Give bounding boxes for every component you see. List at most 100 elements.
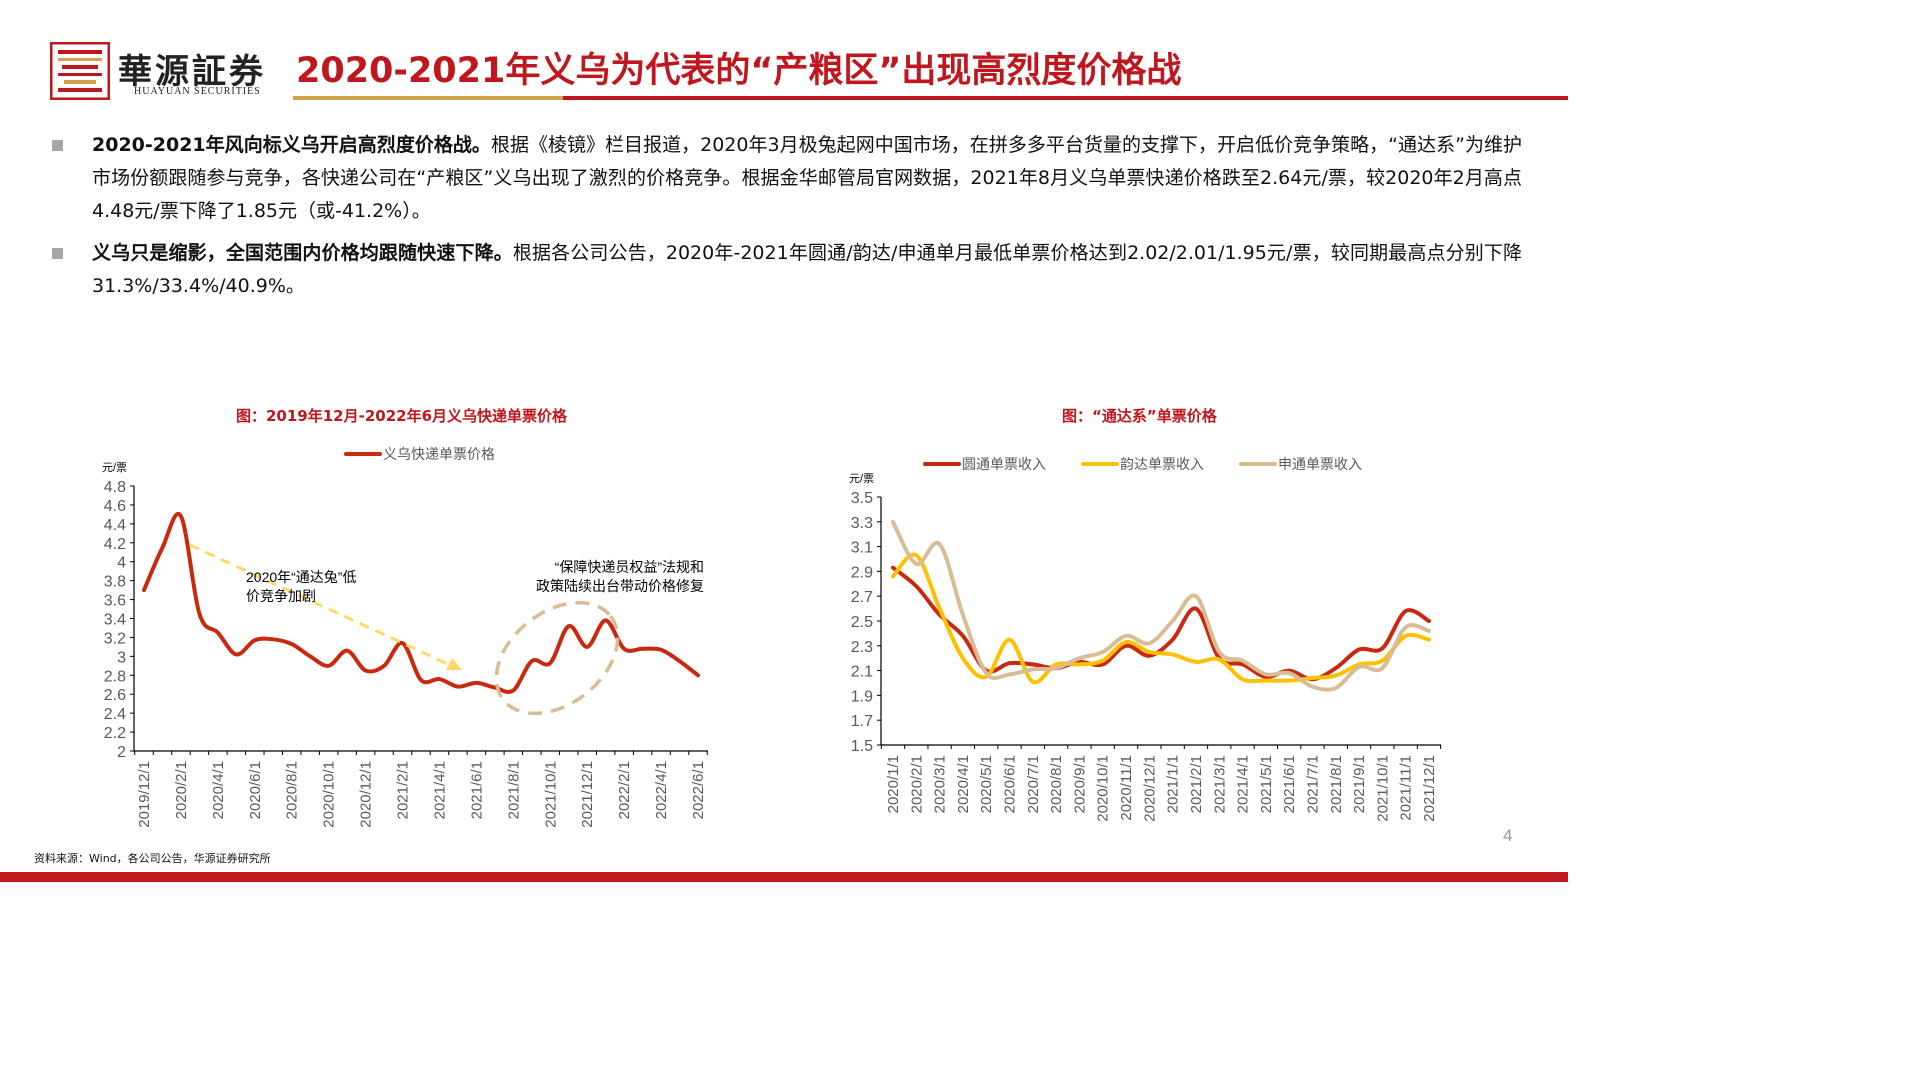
y-tick-label: 4.6 (104, 498, 126, 515)
series-line-0 (142, 511, 700, 695)
huayuan-logo-icon (50, 42, 110, 100)
y-tick-label: 2.5 (851, 614, 873, 631)
series-line-2 (891, 519, 1431, 692)
slide: 華源証券 HUAYUAN SECURITIES 2020-2021年义乌为代表的… (0, 42, 1568, 882)
bullet-square-icon (52, 140, 63, 151)
x-tick-label: 2020/4/1 (955, 755, 972, 813)
y-tick-label: 2.1 (851, 664, 873, 681)
x-tick-label: 2021/10/1 (1374, 755, 1391, 822)
y-tick-label: 2.9 (851, 564, 873, 581)
x-tick-label: 2021/8/1 (505, 761, 522, 819)
y-tick-label: 3.8 (104, 574, 126, 591)
chart-2-title: 图：“通达系”单票价格 (1062, 407, 1217, 425)
trend-arrow-head-icon (446, 658, 462, 670)
y-axis-unit: 元/票 (849, 472, 874, 485)
y-tick-label: 3.1 (851, 540, 873, 557)
x-tick-label: 2020/9/1 (1071, 755, 1088, 813)
series-line-1 (891, 552, 1431, 685)
x-tick-label: 2021/2/1 (1188, 755, 1205, 813)
x-tick-label: 2020/8/1 (1048, 755, 1065, 813)
y-tick-label: 2.4 (104, 706, 126, 723)
legend-label-1: 韵达单票收入 (1120, 456, 1204, 472)
legend-label-2: 申通单票收入 (1278, 456, 1362, 472)
y-tick-label: 1.9 (851, 688, 873, 705)
x-tick-label: 2020/10/1 (1095, 755, 1112, 822)
y-tick-label: 4.8 (104, 479, 126, 496)
x-tick-label: 2021/2/1 (395, 761, 412, 819)
y-axis-unit: 元/票 (102, 461, 127, 474)
trend-arrow-line (189, 543, 451, 667)
x-tick-label: 2020/11/1 (1118, 755, 1135, 821)
x-tick-label: 2021/5/1 (1258, 755, 1275, 813)
x-tick-label: 2020/8/1 (284, 761, 301, 819)
y-tick-label: 2.7 (851, 589, 873, 606)
x-tick-label: 2020/1/1 (885, 755, 902, 813)
y-tick-label: 4 (117, 555, 126, 572)
x-tick-label: 2022/2/1 (616, 761, 633, 819)
paragraph-1: 2020-2021年风向标义乌开启高烈度价格战。根据《棱镜》栏目报道，2020年… (92, 129, 1522, 228)
tongda-price-chart: 元/票 1.5 1.7 1.9 2.1 2.3 2.5 2.7 2.9 3.1 3.3 3.5 2020… (849, 456, 1442, 822)
x-tick-label: 2020/2/1 (173, 761, 190, 819)
yiwu-price-chart: 元/票 2 2.2 2.4 2.6 2.8 3 3.23.4 3.6 3.8 4 4.2 4.4 4.6 4… (102, 446, 708, 828)
y-tick-label: 3.6 (104, 593, 126, 610)
bullet-square-icon (52, 248, 63, 259)
logo-subtitle: HUAYUAN SECURITIES (134, 86, 261, 97)
paragraph-2-body: 根据各公司公告，2020年-2021年圆通/韵达/申通单月最低单票价格达到2.0… (92, 242, 1522, 297)
x-tick-label: 2021/8/1 (1328, 755, 1345, 813)
x-tick-label: 2020/5/1 (978, 755, 995, 813)
paragraph-2-lead: 义乌只是缩影，全国范围内价格均跟随快速下降。 (92, 242, 513, 264)
paragraph-1-body: 根据《棱镜》栏目报道，2020年3月极兔起网中国市场，在拼多多平台货量的支撑下，… (92, 134, 1522, 222)
x-tick-label: 2021/4/1 (1235, 755, 1252, 813)
x-tick-label: 2020/2/1 (908, 755, 925, 813)
title-underline-gold (293, 96, 563, 100)
bottom-bar (0, 872, 1568, 882)
x-tick-label: 2021/6/1 (468, 761, 485, 819)
chart-1-title: 图：2019年12月-2022年6月义乌快递单票价格 (236, 407, 568, 425)
y-tick-label: 2.8 (104, 668, 126, 685)
logo-text: 華源証券 (118, 52, 266, 92)
y-tick-label: 3.2 (104, 630, 126, 647)
y-tick-label: 2.6 (104, 687, 126, 704)
x-tick-label: 2021/6/1 (1281, 755, 1298, 813)
x-tick-label: 2021/11/1 (1398, 755, 1415, 821)
x-tick-label: 2021/7/1 (1304, 755, 1321, 813)
paragraph-2: 义乌只是缩影，全国范围内价格均跟随快速下降。根据各公司公告，2020年-2021… (92, 237, 1522, 303)
x-tick-label: 2021/10/1 (542, 761, 559, 828)
x-tick-label: 2020/4/1 (210, 761, 227, 819)
x-tick-label: 2022/6/1 (690, 761, 707, 819)
x-tick-label: 2020/3/1 (932, 755, 949, 813)
y-tick-label: 1.7 (851, 713, 873, 730)
x-tick-label: 2020/6/1 (247, 761, 264, 819)
x-tick-label: 2021/3/1 (1211, 755, 1228, 813)
x-tick-label: 2021/9/1 (1351, 755, 1368, 813)
annotation-policy: “保障快递员权益”法规和政策陆续出台带动价格修复 (536, 559, 704, 594)
y-tick-label: 1.5 (851, 738, 873, 755)
x-tick-label: 2021/12/1 (579, 761, 596, 828)
y-tick-label: 3.4 (104, 612, 126, 629)
legend-label-0: 圆通单票收入 (962, 456, 1046, 472)
x-tick-label: 2020/10/1 (321, 761, 338, 828)
y-tick-label: 3.3 (851, 515, 873, 532)
y-tick-label: 4.2 (104, 536, 126, 553)
page-number: 4 (1503, 826, 1513, 845)
x-tick-label: 2020/12/1 (358, 761, 375, 828)
x-tick-label: 2020/6/1 (1002, 755, 1019, 813)
source-note: 资料来源：Wind，各公司公告，华源证券研究所 (34, 852, 271, 865)
x-tick-label: 2021/1/1 (1165, 755, 1182, 813)
y-tick-label: 2.3 (851, 639, 873, 656)
x-tick-label: 2021/12/1 (1421, 755, 1438, 822)
y-tick-label: 3.5 (851, 490, 873, 507)
y-tick-label: 2.2 (104, 725, 126, 742)
x-tick-label: 2021/4/1 (431, 761, 448, 819)
y-tick-label: 4.4 (104, 517, 126, 534)
paragraph-1-lead: 2020-2021年风向标义乌开启高烈度价格战。 (92, 134, 491, 156)
title-underline-red (563, 96, 1568, 100)
x-tick-label: 2022/4/1 (653, 761, 670, 819)
x-tick-label: 2020/7/1 (1025, 755, 1042, 813)
highlight-ellipse (494, 600, 620, 716)
y-tick-label: 2 (117, 744, 126, 761)
legend-label-0: 义乌快递单票价格 (383, 446, 495, 462)
x-tick-label: 2019/12/1 (136, 761, 153, 828)
annotation-price-war: 2020年“通达兔”低价竞争加剧 (246, 569, 356, 604)
page-title: 2020-2021年义乌为代表的“产粮区”出现高烈度价格战 (296, 51, 1182, 91)
